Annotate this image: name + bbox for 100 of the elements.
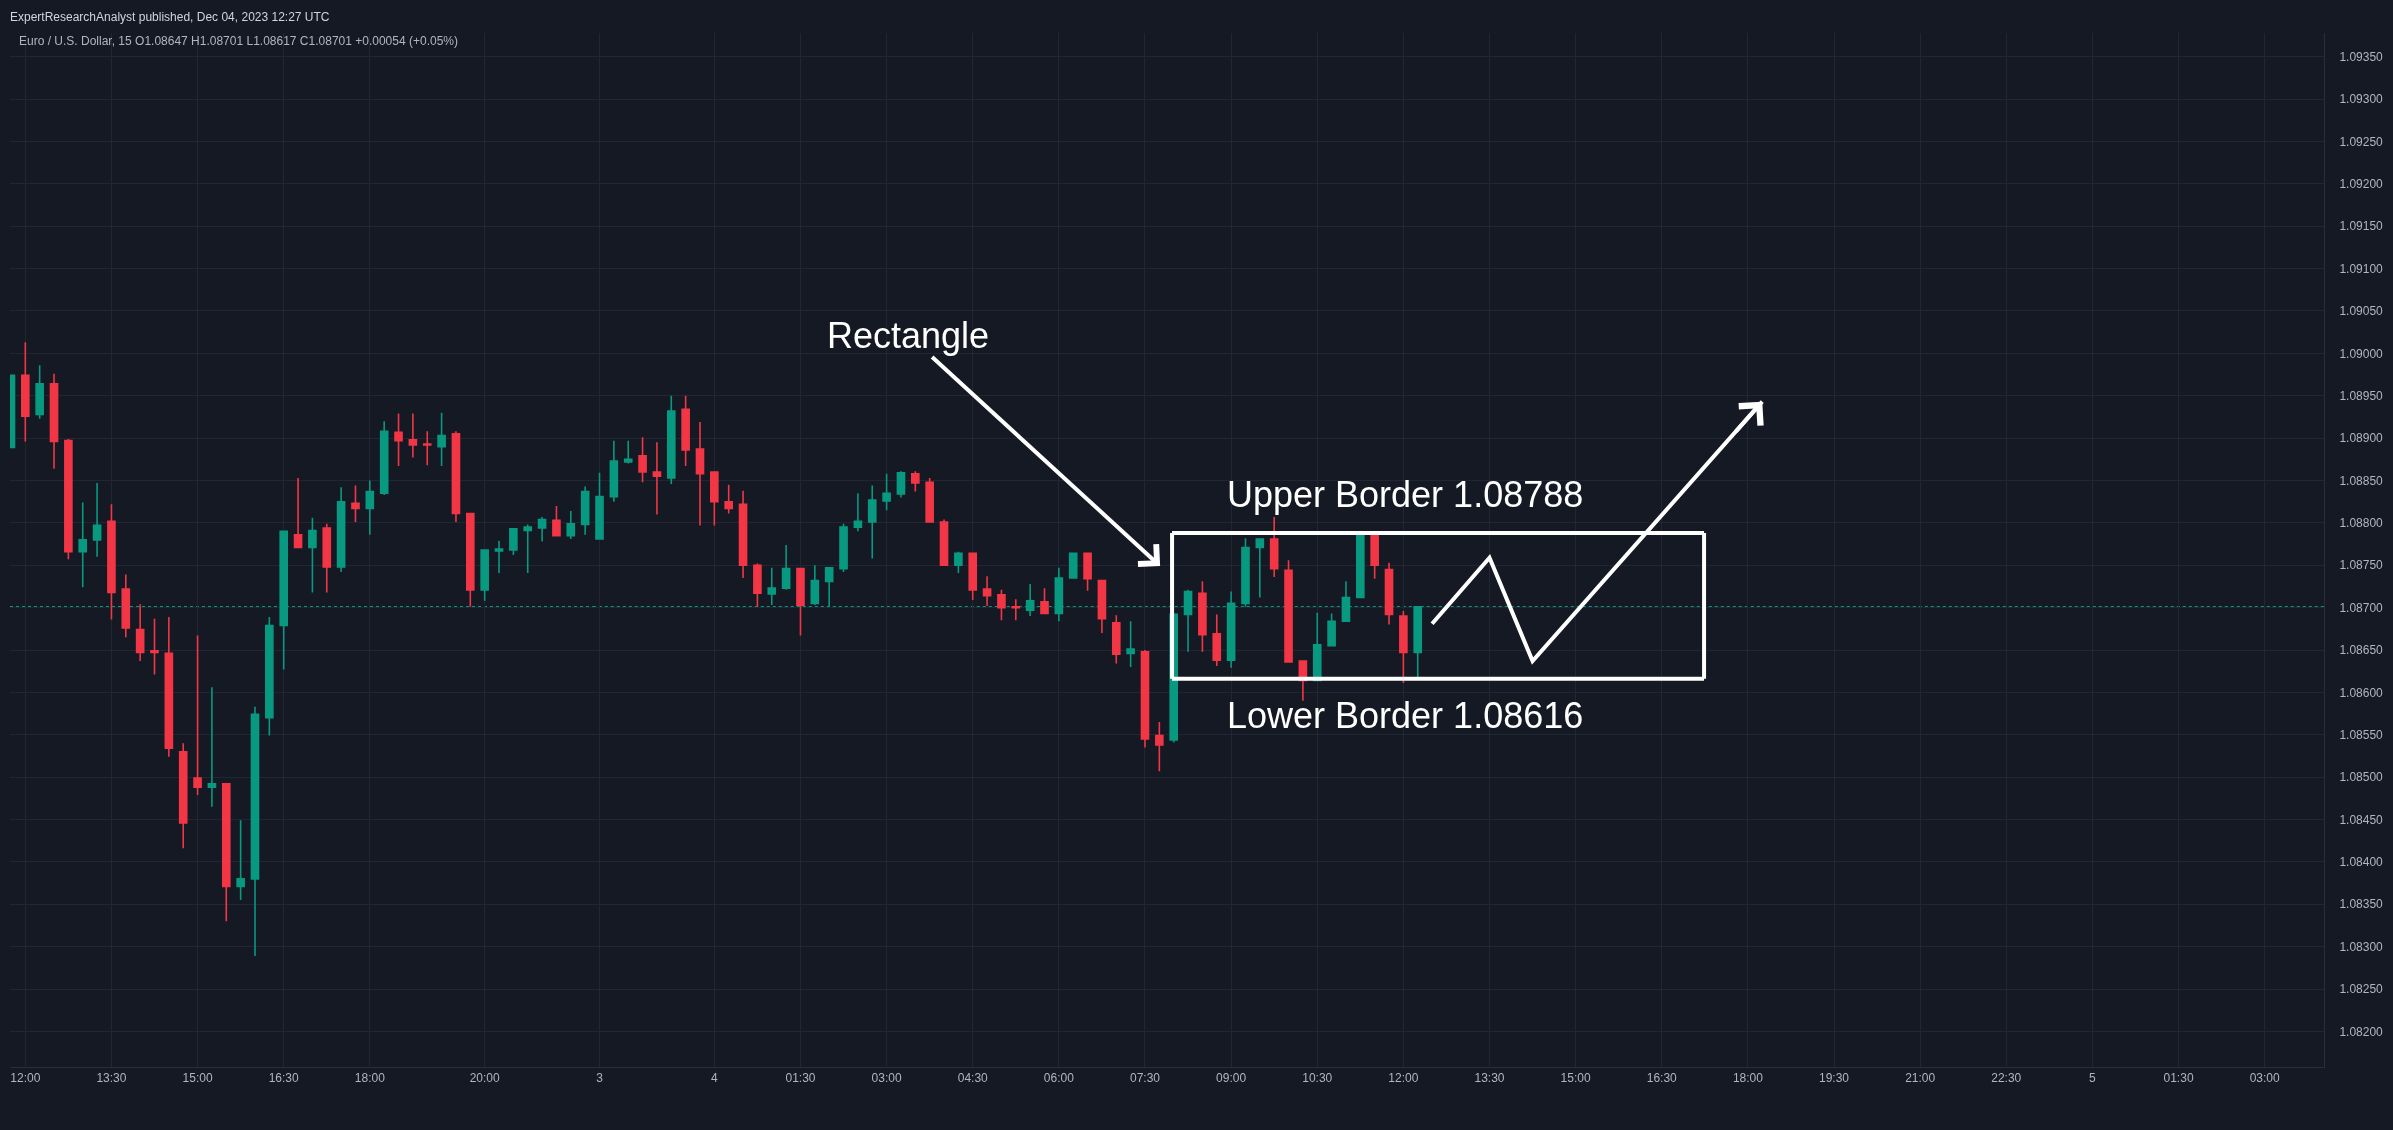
candlestick <box>336 486 346 573</box>
candlestick <box>652 441 662 516</box>
candlestick <box>552 505 561 537</box>
candlestick <box>566 510 576 540</box>
chart-title: ExpertResearchAnalyst published, Dec 04, 2023 12:27 UTC <box>10 10 330 25</box>
candlestick <box>1356 532 1365 599</box>
candlestick <box>322 522 332 594</box>
candlestick <box>1155 721 1164 773</box>
candlestick <box>1083 551 1092 592</box>
y-tick-label: 1.09000 <box>2339 346 2384 361</box>
candlestick <box>236 819 245 901</box>
y-tick-label: 1.08600 <box>2339 685 2384 700</box>
candlestick <box>135 603 145 662</box>
candlestick <box>221 782 231 923</box>
candlestick <box>207 686 217 808</box>
y-tick-label: 1.08200 <box>2339 1024 2384 1039</box>
candlestick <box>1111 614 1121 665</box>
candlestick <box>107 503 116 621</box>
candlestick <box>150 617 159 676</box>
candlestick <box>767 567 777 606</box>
candlestick <box>480 549 489 602</box>
candlestick <box>537 516 547 543</box>
y-tick-label: 1.09300 <box>2339 92 2384 107</box>
candlestick <box>609 439 619 503</box>
x-tick-label: 22:30 <box>1991 1071 2022 1086</box>
candlestick <box>839 522 848 573</box>
candlestick <box>1126 620 1135 668</box>
candlestick <box>293 477 303 549</box>
candlestick <box>164 616 174 758</box>
candlestick <box>1140 649 1150 749</box>
candlestick <box>882 472 891 511</box>
y-tick-label: 1.09350 <box>2339 49 2384 64</box>
candlestick <box>1370 532 1379 580</box>
candlestick <box>896 470 906 499</box>
y-tick-label: 1.08250 <box>2339 982 2384 997</box>
x-tick-label: 4 <box>711 1071 718 1086</box>
x-tick-label: 01:30 <box>2163 1071 2194 1086</box>
y-tick-label: 1.08700 <box>2339 600 2384 615</box>
candlestick <box>939 518 949 567</box>
candlestick <box>1011 598 1021 622</box>
y-tick-label: 1.08950 <box>2339 388 2384 403</box>
y-tick-label: 1.08900 <box>2339 431 2384 446</box>
y-tick-label: 1.08650 <box>2339 643 2384 658</box>
x-tick-label: 07:30 <box>1129 1071 1161 1086</box>
x-tick-label: 15:00 <box>1560 1071 1591 1086</box>
candlestick <box>968 551 978 601</box>
candlestick <box>92 482 102 558</box>
ref-line-label: Lower Border 1.08616 <box>1227 695 1584 736</box>
candlestick <box>1040 587 1049 615</box>
candlestick <box>1269 516 1279 578</box>
candlestick <box>911 470 920 493</box>
candlestick <box>1284 559 1293 663</box>
ref-line-label: Upper Border 1.08788 <box>1227 474 1584 515</box>
chart-subtitle: Euro / U.S. Dollar, 15 O1.08647 H1.08701 L1.08617 C1.08701 +0.00054 (+0.05%) <box>19 34 458 48</box>
x-tick-label: 18:00 <box>1732 1071 1764 1086</box>
annotation: Rectangle <box>827 315 990 356</box>
x-tick-label: 12:00 <box>10 1071 41 1086</box>
candlestick <box>781 544 791 591</box>
x-tick-label: 15:00 <box>182 1071 213 1086</box>
candlestick <box>1097 578 1107 634</box>
y-tick-label: 1.09050 <box>2339 304 2384 319</box>
candlestick <box>451 430 461 523</box>
x-tick-label: 3 <box>596 1071 604 1086</box>
candlestick <box>853 492 863 533</box>
candlestick <box>925 477 934 523</box>
candlestick <box>1399 610 1408 684</box>
x-tick-label: 16:30 <box>268 1071 300 1086</box>
candlestick <box>351 484 360 523</box>
candlestick <box>308 516 317 594</box>
x-tick-label: 03:00 <box>2249 1071 2281 1086</box>
x-tick-label: 09:00 <box>1216 1071 1247 1086</box>
x-tick-label: 19:30 <box>1819 1071 1850 1086</box>
candlestick <box>1068 551 1078 580</box>
candlestick <box>1198 580 1207 653</box>
candlestick <box>1255 537 1265 599</box>
y-tick-label: 1.08500 <box>2339 770 2384 785</box>
candlestick <box>250 706 260 957</box>
x-tick-label: 12:00 <box>1388 1071 1419 1086</box>
x-tick-label: 13:30 <box>96 1071 127 1086</box>
candlestick <box>49 372 59 470</box>
candlestick <box>121 573 131 639</box>
candlestick <box>20 341 30 443</box>
candlestick <box>523 523 533 574</box>
y-tick-label: 1.08350 <box>2339 897 2384 912</box>
candlestick <box>623 439 633 465</box>
candlestick <box>997 589 1006 622</box>
y-tick-label: 1.08450 <box>2339 812 2384 827</box>
x-tick-label: 5 <box>2089 1071 2097 1086</box>
y-tick-label: 1.08800 <box>2339 516 2384 531</box>
y-tick-label: 1.08550 <box>2339 727 2384 742</box>
candlestick <box>509 527 518 556</box>
y-tick-label: 1.09200 <box>2339 177 2384 192</box>
candlestick <box>753 562 762 608</box>
y-tick-label: 1.09100 <box>2339 261 2384 276</box>
x-tick-label: 01:30 <box>785 1071 816 1086</box>
candlestick <box>78 501 88 589</box>
candlestick <box>580 485 590 536</box>
candlestick <box>695 421 705 527</box>
candlestick <box>379 420 389 496</box>
x-tick-label: 13:30 <box>1474 1071 1505 1086</box>
